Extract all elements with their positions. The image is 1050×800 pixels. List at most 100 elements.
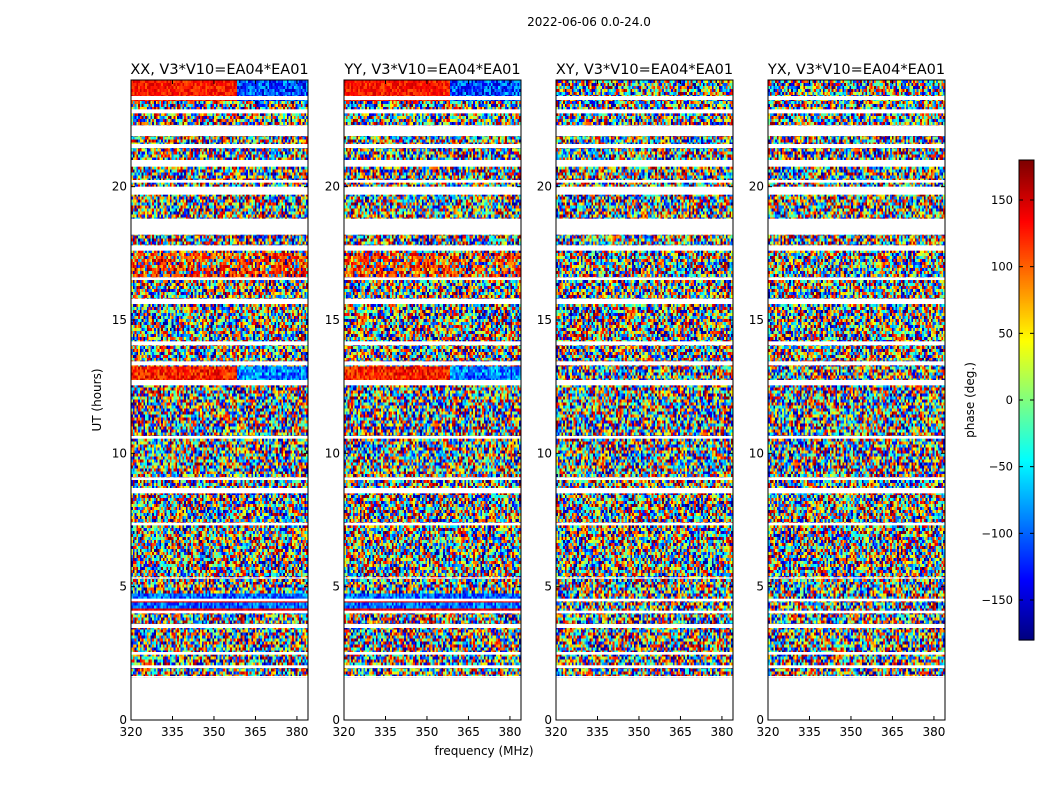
x-tick-label: 350 — [203, 725, 226, 739]
flagged-band — [768, 676, 945, 677]
flagged-band — [556, 180, 733, 183]
y-tick-label: 10 — [537, 446, 552, 460]
x-tick-label: 335 — [798, 725, 821, 739]
panel-xy: XY, V3*V10=EA04*EA01320 335 350 365 38005101… — [537, 62, 734, 739]
flagged-band — [344, 361, 521, 365]
y-tick-label: 15 — [537, 313, 552, 327]
flagged-band — [556, 477, 733, 480]
flagged-band — [344, 436, 521, 439]
flagged-band — [556, 109, 733, 113]
flagged-band — [768, 599, 945, 602]
flagged-band — [768, 523, 945, 526]
y-tick-label: 20 — [749, 180, 764, 194]
flagged-band — [768, 125, 945, 136]
flagged-band — [344, 125, 521, 136]
y-tick-label: 5 — [119, 580, 127, 594]
flagged-band — [556, 277, 733, 280]
flagged-band — [131, 160, 308, 167]
flagged-band — [131, 599, 308, 602]
flagged-band — [768, 299, 945, 304]
flagged-band — [344, 652, 521, 655]
flagged-band — [131, 652, 308, 655]
panel-title: XX, V3*V10=EA04*EA01 — [130, 62, 308, 78]
x-tick-label: 350 — [416, 725, 439, 739]
panel-title: YY, V3*V10=EA04*EA01 — [343, 62, 520, 78]
flagged-band — [131, 477, 308, 480]
y-tick-label: 15 — [325, 313, 340, 327]
flagged-band — [344, 219, 521, 235]
figure-title: 2022-06-06 0.0-24.0 — [527, 15, 651, 29]
panel-title: YX, V3*V10=EA04*EA01 — [767, 62, 945, 78]
flagged-band — [344, 160, 521, 167]
x-axis-label: frequency (MHz) — [434, 744, 533, 758]
flagged-band — [131, 380, 308, 385]
flagged-band — [556, 299, 733, 304]
flagged-band — [768, 187, 945, 195]
flagged-band — [556, 523, 733, 526]
flagged-band — [131, 577, 308, 578]
flagged-band — [344, 665, 521, 668]
phase-heatmap-yx — [768, 80, 945, 677]
flagged-band — [344, 180, 521, 183]
flagged-band — [556, 219, 733, 235]
flagged-band — [344, 144, 521, 148]
flagged-band — [556, 577, 733, 578]
y-tick-label: 0 — [544, 713, 552, 727]
flagged-band — [131, 109, 308, 113]
phase-heatmap-xx — [131, 80, 308, 677]
flagged-band — [131, 676, 308, 677]
flagged-band — [768, 436, 945, 439]
colorbar: −150−100−50050100150 — [981, 160, 1034, 641]
colorbar-label: phase (deg.) — [963, 362, 977, 438]
colorbar-tick-label: 50 — [998, 326, 1013, 340]
x-tick-label: 380 — [922, 725, 945, 739]
flagged-band — [344, 577, 521, 578]
x-tick-label: 335 — [374, 725, 397, 739]
flagged-band — [344, 96, 521, 100]
y-tick-label: 20 — [325, 180, 340, 194]
colorbar-tick-label: 100 — [991, 260, 1013, 274]
flagged-band — [344, 523, 521, 526]
x-tick-label: 365 — [881, 725, 904, 739]
y-axis-label: UT (hours) — [90, 368, 104, 431]
x-tick-label: 320 — [120, 725, 143, 739]
flagged-band — [131, 436, 308, 439]
panel-title: XY, V3*V10=EA04*EA01 — [556, 62, 733, 78]
flagged-band — [768, 380, 945, 385]
x-tick-label: 365 — [457, 725, 480, 739]
x-tick-label: 380 — [285, 725, 308, 739]
colorbar-tick-label: 0 — [1006, 393, 1013, 407]
colorbar-tick-label: 150 — [991, 193, 1013, 207]
y-tick-label: 10 — [749, 446, 764, 460]
y-tick-label: 15 — [112, 313, 127, 327]
flagged-band — [344, 277, 521, 280]
colorbar-tick-label: −150 — [981, 593, 1013, 607]
flagged-band — [344, 299, 521, 304]
flagged-band — [768, 160, 945, 167]
flagged-band — [556, 599, 733, 602]
panel-yy: YY, V3*V10=EA04*EA01320 335 350 365 38005101… — [325, 62, 522, 739]
phase-heatmap-yy — [344, 80, 521, 677]
y-tick-label: 5 — [544, 580, 552, 594]
x-tick-label: 335 — [161, 725, 184, 739]
y-tick-label: 0 — [119, 713, 127, 727]
flagged-band — [768, 96, 945, 100]
y-tick-label: 0 — [332, 713, 340, 727]
flagged-band — [768, 665, 945, 668]
flagged-band — [131, 96, 308, 100]
flagged-band — [131, 523, 308, 526]
flagged-band — [344, 109, 521, 113]
flagged-band — [768, 109, 945, 113]
flagged-band — [344, 477, 521, 480]
flagged-band — [131, 219, 308, 235]
flagged-band — [768, 144, 945, 148]
flagged-band — [344, 611, 521, 614]
flagged-band — [131, 611, 308, 614]
flagged-band — [344, 380, 521, 385]
panel-yx: YX, V3*V10=EA04*EA01320 335 350 365 38005101… — [749, 62, 946, 739]
flagged-band — [556, 624, 733, 628]
x-tick-label: 350 — [628, 725, 651, 739]
flagged-band — [556, 96, 733, 100]
y-tick-label: 5 — [756, 580, 764, 594]
x-tick-label: 320 — [333, 725, 356, 739]
